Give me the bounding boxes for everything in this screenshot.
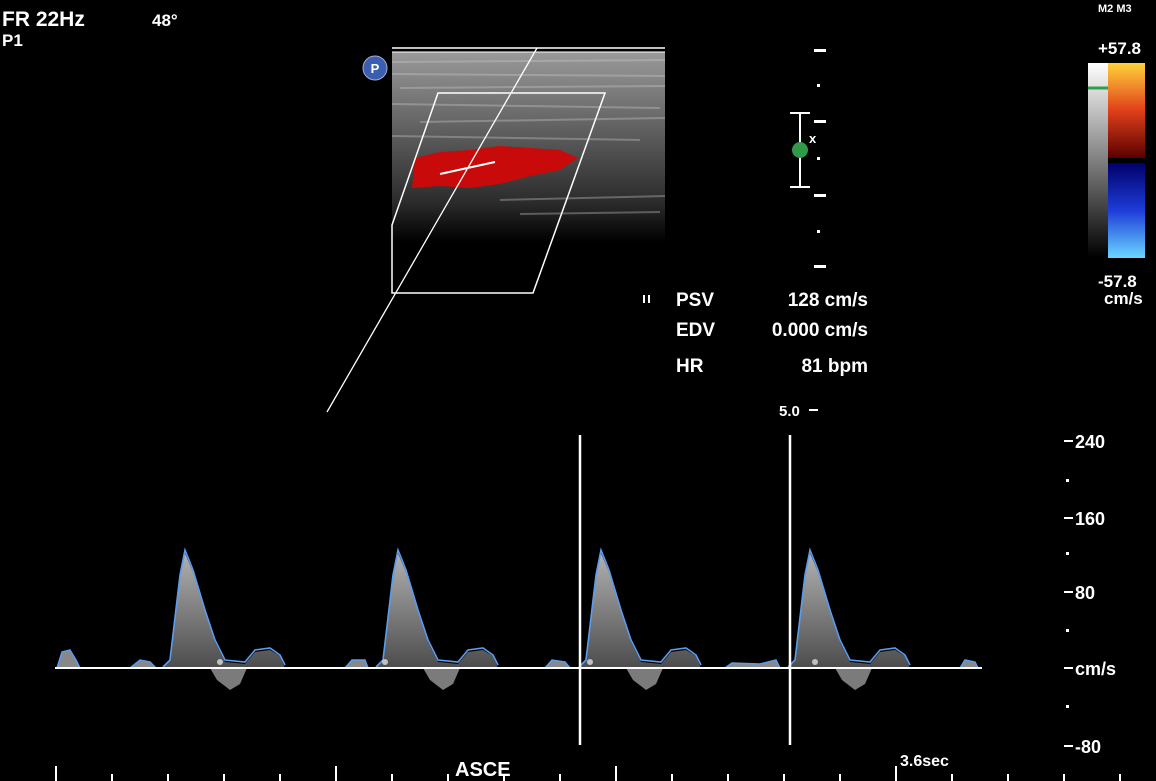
ruler-tick bbox=[951, 774, 953, 781]
measure-label: PSV bbox=[676, 290, 714, 311]
ruler-tick bbox=[335, 766, 337, 781]
measure-value: 81 bpm bbox=[801, 356, 868, 377]
ruler-tick bbox=[559, 774, 561, 781]
vessel-label: ASCE bbox=[455, 759, 511, 781]
color-max: +57.8 bbox=[1098, 39, 1141, 58]
page: FR 22Hz 48° P1 P x M2 M3 +57.8 -57.8 cm/… bbox=[0, 0, 1156, 781]
ruler-tick bbox=[167, 774, 169, 781]
ruler-tick bbox=[839, 774, 841, 781]
depth-label: 5.0 bbox=[779, 403, 800, 420]
ruler-tick bbox=[503, 774, 505, 781]
frame-rate: FR 22Hz bbox=[2, 8, 85, 31]
ruler-tick bbox=[55, 766, 57, 781]
measure-value: 0.000 cm/s bbox=[772, 320, 868, 341]
ruler-tick bbox=[783, 774, 785, 781]
ruler-tick bbox=[447, 774, 449, 781]
ruler-tick bbox=[391, 774, 393, 781]
velocity-label: 240 bbox=[1075, 432, 1105, 452]
time-ruler bbox=[55, 766, 1121, 781]
ultrasound-screen: FR 22Hz 48° P1 P x M2 M3 +57.8 -57.8 cm/… bbox=[0, 0, 1156, 781]
measure-icon bbox=[643, 295, 650, 303]
ruler-tick bbox=[111, 774, 113, 781]
velocity-label: -80 bbox=[1075, 737, 1101, 757]
velocity-label: cm/s bbox=[1075, 659, 1116, 679]
ruler-tick bbox=[671, 774, 673, 781]
measure-label: EDV bbox=[676, 320, 715, 341]
color-unit: cm/s bbox=[1104, 289, 1143, 308]
velocity-label: 160 bbox=[1075, 509, 1105, 529]
gate-x: x bbox=[809, 131, 817, 146]
ruler-tick bbox=[895, 766, 897, 781]
preset: P1 bbox=[2, 31, 23, 50]
ruler-tick bbox=[223, 774, 225, 781]
velocity-ticks bbox=[1064, 440, 1073, 747]
sweep-time: 3.6sec bbox=[900, 753, 949, 770]
ruler-tick bbox=[727, 774, 729, 781]
depth-markers bbox=[814, 49, 826, 268]
measure-value: 128 cm/s bbox=[788, 290, 868, 311]
gate-marker bbox=[792, 142, 808, 158]
color-modes: M2 M3 bbox=[1098, 3, 1132, 15]
ruler-tick bbox=[1063, 774, 1065, 781]
measure-label: HR bbox=[676, 356, 704, 377]
probe-letter: P bbox=[371, 61, 380, 76]
ruler-tick bbox=[279, 774, 281, 781]
ruler-tick bbox=[615, 766, 617, 781]
velocity-label: 80 bbox=[1075, 583, 1095, 603]
angle: 48° bbox=[152, 11, 178, 30]
ruler-tick bbox=[1119, 774, 1121, 781]
ruler-tick bbox=[1007, 774, 1009, 781]
